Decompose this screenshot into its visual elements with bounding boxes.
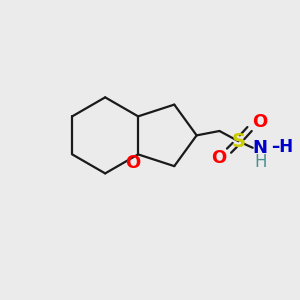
- Text: –H: –H: [271, 138, 293, 156]
- Text: O: O: [125, 154, 140, 172]
- Text: H: H: [254, 153, 267, 171]
- Text: O: O: [211, 149, 226, 167]
- Text: N: N: [252, 139, 267, 157]
- Text: O: O: [252, 112, 267, 130]
- Text: S: S: [232, 132, 245, 151]
